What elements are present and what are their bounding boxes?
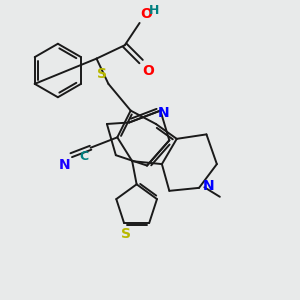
Text: O: O	[140, 7, 152, 21]
Text: S: S	[97, 68, 107, 82]
Text: N: N	[158, 106, 169, 120]
Text: C: C	[79, 150, 88, 163]
Text: N: N	[59, 158, 71, 172]
Text: S: S	[121, 227, 130, 242]
Text: O: O	[142, 64, 154, 78]
Text: H: H	[148, 4, 159, 17]
Text: N: N	[202, 179, 214, 194]
